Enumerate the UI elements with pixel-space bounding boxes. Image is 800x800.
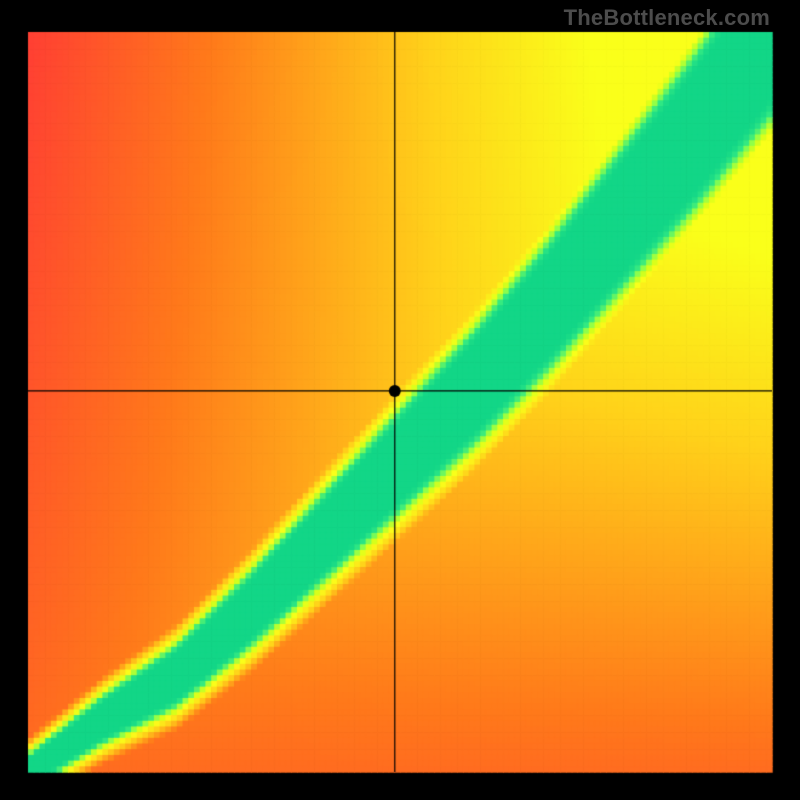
- heatmap-canvas: [0, 0, 800, 800]
- watermark-text: TheBottleneck.com: [564, 5, 770, 31]
- chart-container: TheBottleneck.com: [0, 0, 800, 800]
